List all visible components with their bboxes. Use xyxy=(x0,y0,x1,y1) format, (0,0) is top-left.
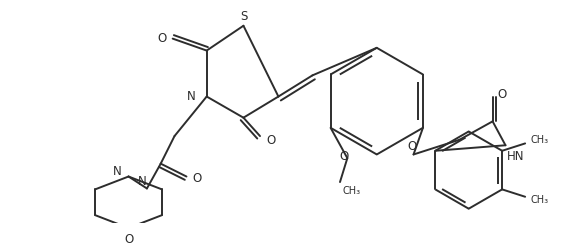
Text: O: O xyxy=(157,32,166,45)
Text: O: O xyxy=(407,140,416,153)
Text: HN: HN xyxy=(507,150,525,163)
Text: CH₃: CH₃ xyxy=(531,135,549,145)
Text: O: O xyxy=(193,172,202,185)
Text: O: O xyxy=(124,233,133,243)
Text: N: N xyxy=(138,175,147,188)
Text: O: O xyxy=(266,134,276,147)
Text: N: N xyxy=(112,165,121,178)
Text: N: N xyxy=(187,90,196,103)
Text: O: O xyxy=(339,150,348,163)
Text: S: S xyxy=(240,10,247,23)
Text: O: O xyxy=(497,88,506,101)
Text: CH₃: CH₃ xyxy=(531,195,549,205)
Text: CH₃: CH₃ xyxy=(342,186,361,196)
